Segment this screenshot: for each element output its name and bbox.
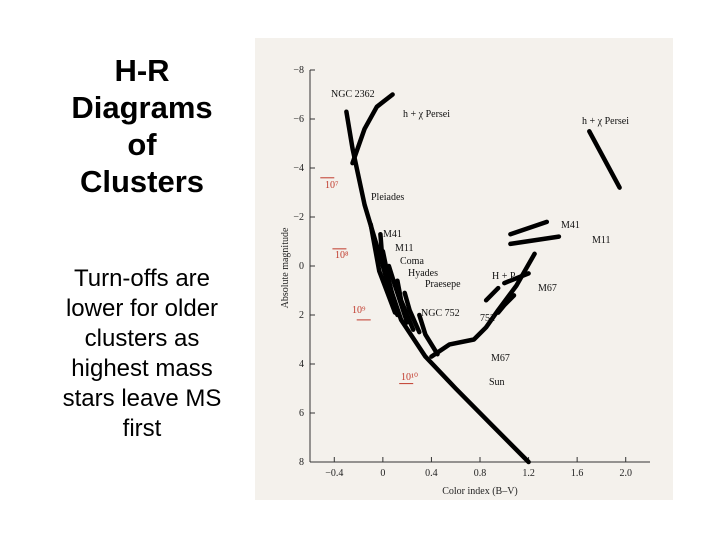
- cluster-sequence-h-p: [483, 285, 501, 303]
- x-axis-title: Color index (B–V): [442, 486, 518, 497]
- label-m41-giants: M41: [561, 220, 580, 231]
- x-tick-label: 2.0: [619, 468, 632, 479]
- y-tick-label: −8: [293, 65, 304, 76]
- cluster-sequence-h-persei: [350, 92, 395, 166]
- cluster-sequence-752: [495, 293, 517, 315]
- label-m67: M67: [491, 353, 510, 364]
- cluster-sequence-ngc-2362: [344, 109, 531, 465]
- label-h-chi-persei-main: h + χ Persei: [403, 109, 450, 120]
- slide-body-text: Turn-offs are lower for older clusters a…: [62, 265, 222, 442]
- cluster-sequence-h-persei: [587, 129, 622, 190]
- x-tick-label: −0.4: [325, 468, 343, 479]
- x-tick-label: 1.2: [522, 468, 535, 479]
- label-praesepe: Praesepe: [425, 279, 461, 290]
- label-m11-giants: M11: [592, 235, 611, 246]
- age-label-1e7: 10⁷: [325, 180, 339, 191]
- label-m11: M11: [395, 243, 414, 254]
- age-label-1e10: 10¹⁰: [401, 372, 418, 383]
- cluster-sequence-praesepe: [402, 290, 422, 335]
- label-ngc-2362: NGC 2362: [331, 89, 375, 100]
- y-axis-title: Absolute magnitude: [280, 227, 291, 308]
- cluster-sequence-m67: [429, 251, 537, 359]
- y-tick-label: 4: [299, 359, 304, 370]
- hr-diagram-figure: −0.4 0 0.4 0.8 1.2 1.6 2.0 −8 −6 −4 −2 0 2 4 6 8 Absolu…: [255, 38, 673, 500]
- x-tick-label: 1.6: [571, 468, 584, 479]
- age-label-1e9: 10⁹: [352, 305, 366, 316]
- y-tick-label: 6: [299, 408, 304, 419]
- y-tick-label: −2: [293, 212, 304, 223]
- y-tick-label: 8: [299, 457, 304, 468]
- label-752: 752: [480, 313, 495, 324]
- y-tick-label: −6: [293, 114, 304, 125]
- label-m41: M41: [383, 229, 402, 240]
- y-tick-label: 2: [299, 310, 304, 321]
- label-coma: Coma: [400, 256, 424, 267]
- x-tick-label: 0.8: [474, 468, 487, 479]
- cluster-sequence-m67: [502, 271, 531, 286]
- x-tick-label: 0.4: [425, 468, 438, 479]
- cluster-sequence-ngc-752: [417, 312, 440, 357]
- cluster-sequence-hyades: [395, 278, 416, 332]
- age-label-1e8: 10⁸: [335, 250, 349, 261]
- cluster-sequence-m11: [508, 234, 562, 247]
- x-tick-label: 0: [380, 468, 385, 479]
- label-sun: Sun: [489, 377, 505, 388]
- label-ngc-752: NGC 752: [421, 308, 460, 319]
- label-m67-giants: M67: [538, 283, 557, 294]
- label-h-chi-persei-giants: h + χ Persei: [582, 116, 629, 127]
- slide-text-panel: H-R Diagrams of Clusters Turn-offs are l…: [0, 0, 285, 540]
- y-tick-label: −4: [293, 163, 304, 174]
- hr-diagram-chart: −0.4 0 0.4 0.8 1.2 1.6 2.0 −8 −6 −4 −2 0 2 4 6 8 Absolu…: [280, 65, 650, 497]
- label-hyades: Hyades: [408, 268, 438, 279]
- label-pleiades: Pleiades: [371, 192, 404, 203]
- slide-title: H-R Diagrams of Clusters: [71, 53, 213, 199]
- label-h-plus-p: H + P: [492, 271, 516, 282]
- y-tick-label: 0: [299, 261, 304, 272]
- cluster-sequence-m41: [508, 219, 550, 237]
- cluster-sequence-m11: [380, 249, 400, 318]
